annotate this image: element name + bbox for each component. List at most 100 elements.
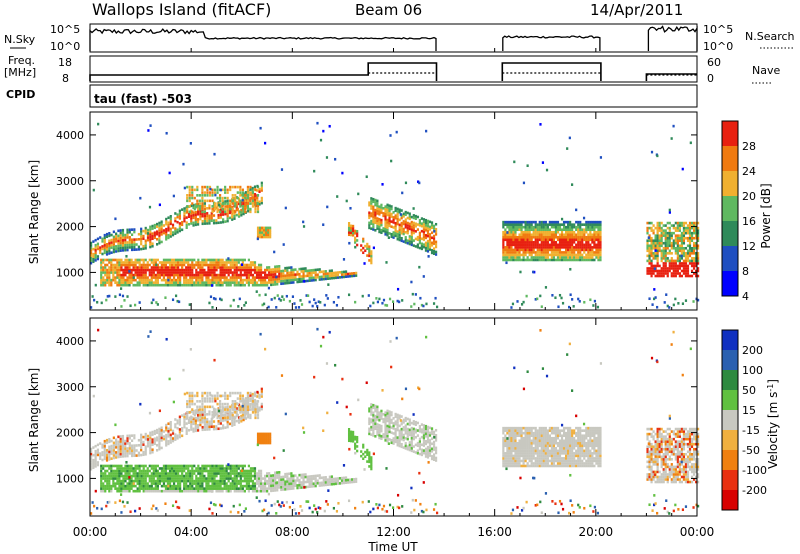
velocity-cell — [219, 474, 222, 478]
power-cell — [524, 220, 527, 224]
power-cell — [672, 239, 675, 243]
power-cell — [102, 271, 105, 274]
power-cell — [544, 258, 547, 262]
power-cell — [259, 126, 262, 130]
power-cell — [187, 261, 190, 264]
power-cell — [536, 235, 539, 239]
power-cell — [572, 305, 575, 308]
velocity-cell — [258, 396, 261, 400]
velocity-cell — [211, 464, 214, 468]
power-cell — [97, 122, 100, 126]
power-cell — [412, 226, 415, 230]
power-cell — [690, 221, 694, 225]
power-cell — [191, 196, 194, 200]
power-cell — [597, 223, 600, 226]
power-cell — [368, 211, 371, 215]
power-cell — [341, 171, 344, 175]
power-cell — [510, 220, 513, 224]
velocity-cell — [151, 438, 154, 441]
power-cell — [690, 269, 694, 273]
power-cell — [599, 248, 602, 252]
power-cell — [226, 202, 229, 205]
power-cell — [108, 273, 111, 277]
power-cell — [237, 261, 240, 264]
power-cell — [208, 191, 212, 194]
velocity-cell — [213, 474, 216, 478]
power-cell — [224, 212, 227, 216]
power-cell — [368, 247, 371, 251]
power-cell — [274, 267, 277, 271]
power-cell — [150, 271, 153, 274]
power-cell — [142, 281, 145, 284]
power-cell — [426, 234, 430, 238]
velocity-cell — [170, 479, 174, 483]
power-cell — [262, 233, 266, 237]
velocity-cell — [223, 487, 226, 490]
power-cell — [259, 271, 263, 274]
power-cell — [162, 276, 166, 279]
velocity-cell — [140, 469, 143, 473]
power-cell — [340, 273, 344, 276]
velocity-cell — [104, 474, 107, 478]
power-cell — [595, 238, 598, 242]
power-cell — [169, 235, 172, 238]
power-cell — [162, 278, 166, 282]
power-cell — [593, 220, 596, 224]
power-cell — [306, 272, 309, 275]
power-cell — [571, 230, 574, 234]
velocity-cell — [253, 406, 257, 410]
velocity-cell — [272, 484, 275, 487]
velocity-cell — [225, 484, 228, 488]
power-cell — [130, 238, 134, 242]
power-cell — [416, 238, 419, 241]
power-cell — [508, 228, 511, 232]
power-cell — [422, 228, 426, 231]
power-cell — [660, 241, 663, 245]
velocity-cell — [108, 440, 111, 444]
velocity-cell — [114, 474, 117, 478]
power-cell — [243, 303, 246, 307]
power-cell — [684, 254, 688, 258]
power-cell — [134, 271, 137, 274]
power-cell — [266, 273, 269, 277]
velocity-cell — [167, 429, 170, 433]
power-cell — [209, 261, 212, 264]
velocity-cell — [185, 482, 188, 485]
power-cell — [203, 219, 207, 223]
power-cell — [354, 229, 357, 233]
power-cell — [211, 273, 214, 277]
power-cell — [410, 305, 413, 308]
velocity-cell — [302, 475, 305, 479]
velocity-cell — [114, 477, 117, 480]
velocity-cell — [160, 428, 163, 432]
velocity-cell — [233, 487, 236, 490]
power-cell — [583, 238, 586, 242]
power-cell — [656, 249, 659, 253]
power-cell — [229, 188, 232, 192]
power-cell — [288, 279, 291, 282]
power-cell — [203, 222, 207, 225]
velocity-cell — [226, 423, 229, 426]
power-cell — [94, 246, 97, 250]
velocity-cell — [162, 482, 166, 485]
power-cell — [575, 256, 578, 259]
power-cell — [286, 266, 289, 270]
power-cell — [424, 249, 428, 252]
power-cell — [650, 241, 653, 245]
power-cell — [243, 263, 246, 267]
power-cell — [241, 273, 244, 277]
power-cell — [512, 241, 515, 244]
velocity-cell — [110, 472, 113, 475]
power-cell — [226, 207, 229, 211]
power-cell — [585, 238, 588, 242]
velocity-cell — [256, 405, 259, 408]
velocity-cell — [162, 474, 166, 478]
power-cell — [142, 258, 145, 262]
velocity-cell — [148, 469, 151, 473]
velocity-cell — [134, 484, 137, 488]
velocity-cell — [280, 478, 283, 481]
power-cell — [344, 272, 348, 276]
power-cell — [332, 276, 335, 280]
velocity-cell — [112, 441, 115, 445]
power-cell — [428, 233, 432, 236]
